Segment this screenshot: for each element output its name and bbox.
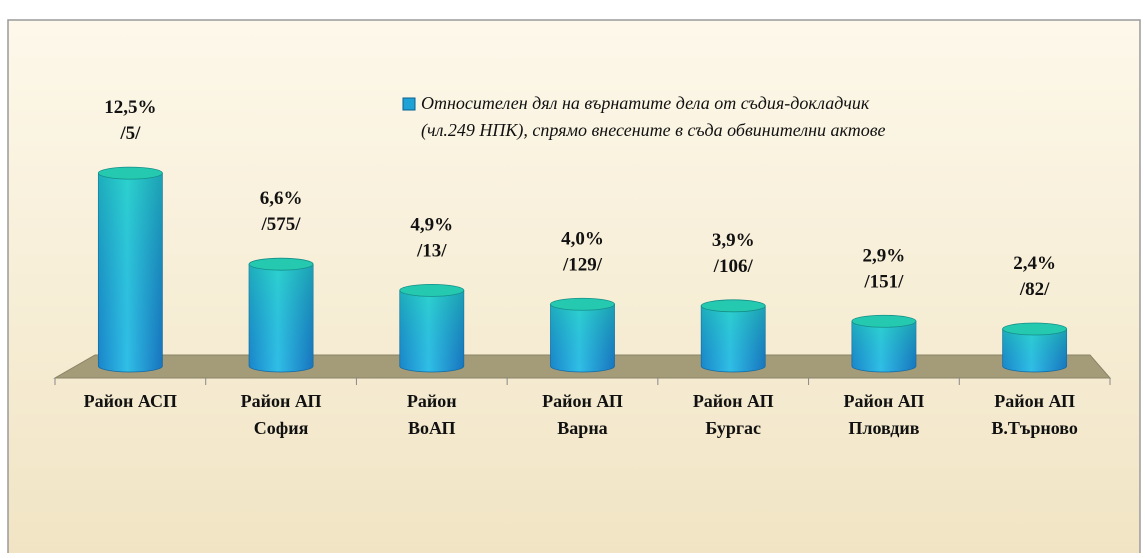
count-label: /129/ [562, 255, 603, 276]
bar [700, 299, 766, 373]
x-tick-label: Район АП Бургас [693, 391, 774, 438]
count-label: /106/ [713, 256, 754, 277]
count-label: /5/ [119, 124, 141, 145]
x-tick-label: Район АСП [84, 391, 177, 411]
chart-frame [7, 19, 1141, 558]
count-label: /575/ [261, 215, 302, 236]
data-label: 2,4% [1013, 253, 1056, 274]
x-tick-label: Район ВоАП [407, 391, 457, 438]
bar [851, 314, 917, 373]
legend-label: Относителен дял на върнатите дела от съд… [421, 93, 886, 141]
legend-swatch [402, 97, 416, 111]
bar [97, 166, 163, 373]
data-label: 2,9% [863, 246, 906, 267]
data-label: 4,0% [561, 229, 604, 250]
x-tick-label: Район АП Пловдив [844, 391, 925, 438]
count-label: /151/ [863, 272, 904, 293]
data-label: 6,6% [260, 189, 303, 210]
x-tick-label: Район АП В.Търново [991, 391, 1078, 438]
data-label: 4,9% [410, 215, 453, 236]
data-label: 3,9% [712, 230, 755, 251]
bar [248, 257, 314, 373]
bar [550, 297, 615, 373]
count-label: /13/ [416, 241, 447, 262]
data-label: 12,5% [104, 98, 156, 119]
bar [1002, 322, 1068, 373]
bar [399, 283, 465, 373]
x-tick-label: Район АП Варна [542, 391, 623, 438]
count-label: /82/ [1019, 279, 1050, 300]
x-tick-label: Район АП София [241, 391, 322, 438]
